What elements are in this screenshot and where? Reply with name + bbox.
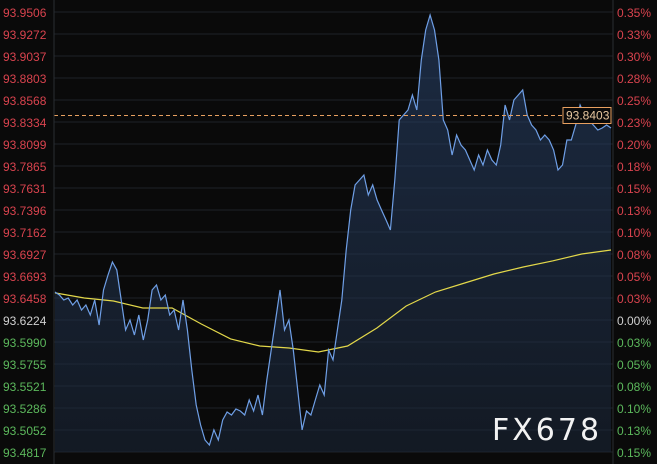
right-tick-label: 0.13% [617,204,651,218]
right-tick-label: 0.10% [617,226,651,240]
left-tick-label: 93.5052 [3,424,47,438]
left-tick-label: 93.7396 [3,204,47,218]
right-tick-label: 0.28% [617,72,651,86]
left-tick-label: 93.7162 [3,226,47,240]
left-tick-label: 93.9272 [3,28,47,42]
right-tick-label: 0.03% [617,336,651,350]
left-tick-label: 93.7865 [3,160,47,174]
right-tick-label: 0.10% [617,402,651,416]
left-tick-label: 93.8334 [3,116,47,130]
right-tick-label: 0.08% [617,380,651,394]
right-axis: 0.35% 0.33% 0.30% 0.28% 0.25% 0.23% 0.20% 0.18%… [617,6,651,460]
right-tick-label: 0.18% [617,160,651,174]
right-tick-label: 0.20% [617,138,651,152]
right-tick-label: 0.35% [617,6,651,20]
left-tick-label: 93.5755 [3,358,47,372]
right-tick-label: 0.05% [617,270,651,284]
right-tick-label: 0.15% [617,182,651,196]
left-tick-label: 93.6927 [3,248,47,262]
right-tick-label: 0.00% [617,314,651,328]
left-tick-label: 93.9506 [3,6,47,20]
last-price-badge: 93.8403 [562,107,612,125]
left-tick-label: 93.6693 [3,270,47,284]
right-tick-label: 0.03% [617,292,651,306]
left-axis: 93.9506 93.9272 93.9037 93.8803 93.8568 93.83… [3,6,47,460]
last-price-label: 93.8403 [566,109,610,123]
left-tick-label: 93.8099 [3,138,47,152]
left-tick-label: 93.7631 [3,182,47,196]
left-tick-label: 93.5521 [3,380,47,394]
right-tick-label: 0.33% [617,28,651,42]
left-tick-label: 93.4817 [3,446,47,460]
right-tick-label: 0.13% [617,424,651,438]
left-tick-label: 93.6224 [3,314,47,328]
left-tick-label: 93.8568 [3,94,47,108]
right-tick-label: 0.05% [617,358,651,372]
left-tick-label: 93.5286 [3,402,47,416]
right-tick-label: 0.15% [617,446,651,460]
right-tick-label: 0.08% [617,248,651,262]
left-tick-label: 93.5990 [3,336,47,350]
right-tick-label: 0.30% [617,50,651,64]
left-tick-label: 93.6458 [3,292,47,306]
moving-average-line [54,249,612,353]
price-line [54,12,612,447]
left-tick-label: 93.9037 [3,50,47,64]
right-tick-label: 0.23% [617,116,651,130]
price-area-fill [55,15,611,452]
left-tick-label: 93.8803 [3,72,47,86]
right-tick-label: 0.25% [617,94,651,108]
watermark: FX678 [492,413,602,448]
